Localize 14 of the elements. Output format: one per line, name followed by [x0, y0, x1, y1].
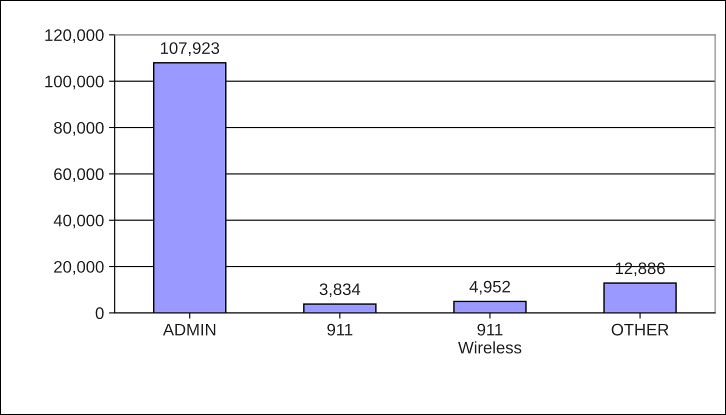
- y-tick-label: 80,000: [54, 122, 104, 136]
- y-tick-label: 0: [96, 307, 104, 320]
- x-tick-label: ADMIN: [162, 324, 216, 336]
- y-tick-label: 60,000: [54, 168, 104, 182]
- data-label: 4,952: [469, 280, 510, 295]
- x-tick-label: 911 Wireless: [458, 324, 522, 354]
- x-tick-label: 911: [327, 324, 352, 336]
- x-tick-label: OTHER: [612, 324, 668, 336]
- y-tick-label: 120,000: [45, 29, 104, 44]
- data-label: 3,834: [320, 283, 360, 298]
- y-tick-label: 100,000: [45, 76, 104, 90]
- y-tick-label: 20,000: [54, 260, 104, 275]
- data-label: 107,923: [160, 42, 220, 56]
- y-tick-label: 40,000: [54, 214, 104, 228]
